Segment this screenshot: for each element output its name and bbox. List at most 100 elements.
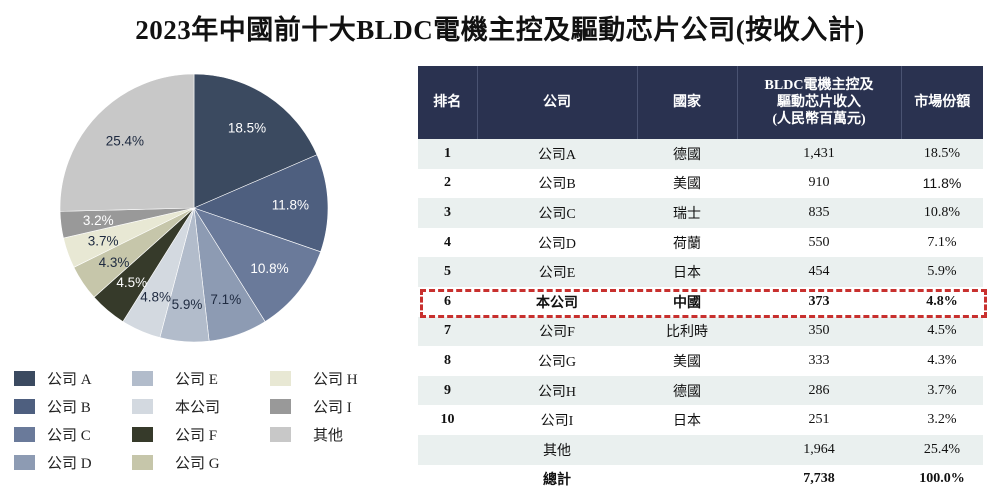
cell-share: 4.5% xyxy=(901,316,983,347)
cell-country: 荷蘭 xyxy=(673,236,701,252)
cell-share: 3.2% xyxy=(927,412,957,428)
cell-company: 本公司 xyxy=(536,295,578,311)
cell-rank: 2 xyxy=(444,175,451,191)
legend-swatch xyxy=(14,426,35,442)
cell-country: 美國 xyxy=(673,354,701,370)
table-header-row: 排名 公司 國家 BLDC電機主控及 驅動芯片收入 (人民幣百萬元) 市場份額 xyxy=(418,66,983,139)
pie-slice-label: 7.1% xyxy=(210,292,241,307)
cell-revenue: 333 xyxy=(808,352,830,368)
cell-revenue: 550 xyxy=(808,234,830,250)
cell-rank: 10 xyxy=(440,412,455,428)
legend-label: 公司 F xyxy=(175,427,218,444)
legend-item: 其他 xyxy=(270,424,343,444)
cell-revenue: 373 xyxy=(808,293,830,309)
cell-company: 總計 xyxy=(543,473,571,489)
table-row: 2 公司B 美國 910 11.8% xyxy=(418,169,983,199)
cell-share: 100.0% xyxy=(919,471,965,487)
cell-company: 公司G xyxy=(537,354,577,370)
cell-rank xyxy=(418,465,477,495)
legend-swatch xyxy=(270,426,291,442)
legend-item: 公司 B xyxy=(14,396,91,416)
legend-swatch xyxy=(132,426,153,442)
pie-slice-label: 4.3% xyxy=(99,255,130,270)
legend-swatch xyxy=(132,454,153,470)
legend-item: 公司 A xyxy=(14,368,92,388)
legend-label: 公司 G xyxy=(175,455,220,472)
legend-swatch xyxy=(270,370,291,386)
cell-rank: 7 xyxy=(418,316,477,347)
cell-company: 公司I xyxy=(540,414,574,430)
table-row: 8 公司G 美國 333 4.3% xyxy=(418,346,983,376)
pie-slice xyxy=(59,73,195,212)
table-row: 總計 7,738 100.0% xyxy=(418,465,983,495)
cell-company: 公司C xyxy=(477,198,637,228)
cell-company: 公司B xyxy=(538,177,576,193)
table-row: 6 本公司 中國 373 4.8% xyxy=(418,287,983,317)
table-row: 7 公司F 比利時 350 4.5% xyxy=(418,316,983,347)
cell-country: 德國 xyxy=(637,375,737,406)
cell-rank: 5 xyxy=(418,257,477,287)
legend-swatch xyxy=(14,370,35,386)
cell-country: 瑞士 xyxy=(637,198,737,228)
cell-share: 11.8% xyxy=(922,175,962,192)
pie-slice xyxy=(193,73,318,209)
legend-item: 本公司 xyxy=(132,396,220,416)
legend-label: 公司 H xyxy=(313,371,358,388)
pie-slice-label: 10.8% xyxy=(250,261,288,276)
cell-revenue: 1,431 xyxy=(737,139,901,169)
table-row: 9 公司H 德國 286 3.7% xyxy=(418,375,983,406)
cell-rank: 4 xyxy=(444,234,451,250)
cell-share: 5.9% xyxy=(901,257,983,287)
cell-revenue: 286 xyxy=(737,375,901,406)
pie-chart: 18.5% 11.8% 10.8% 7.1% 5.9% 4.8% 4.5% 4.3% 3.7% 3… xyxy=(56,70,332,346)
cell-company: 公司F xyxy=(477,316,637,347)
page-title: 2023年中國前十大BLDC電機主控及驅動芯片公司(按收入計) xyxy=(135,15,865,45)
revenue-ranking-table: 排名 公司 國家 BLDC電機主控及 驅動芯片收入 (人民幣百萬元) 市場份額 … xyxy=(418,66,983,494)
legend-label: 其他 xyxy=(313,427,344,444)
legend-swatch xyxy=(270,398,291,414)
table-row: 10 公司I 日本 251 3.2% xyxy=(418,405,983,435)
cell-rank xyxy=(418,434,477,465)
cell-company: 公司H xyxy=(477,375,637,406)
pie-slice-label: 5.9% xyxy=(172,297,203,312)
cell-revenue: 1,964 xyxy=(737,434,901,465)
pie-slice-label: 4.5% xyxy=(116,275,147,290)
cell-revenue: 350 xyxy=(737,316,901,347)
pie-slice-label: 3.7% xyxy=(88,233,119,248)
pie-slice-label: 11.8% xyxy=(272,197,309,212)
pie-slice-label: 18.5% xyxy=(228,120,266,135)
legend-item: 公司 C xyxy=(14,424,91,444)
cell-country: 德國 xyxy=(637,139,737,169)
pie-slice xyxy=(193,207,322,323)
cell-company: 公司A xyxy=(477,139,637,169)
cell-share: 18.5% xyxy=(901,139,983,169)
legend-swatch xyxy=(132,398,153,414)
cell-share: 3.7% xyxy=(901,375,983,406)
legend-item: 公司 I xyxy=(270,396,352,416)
cell-country xyxy=(637,434,737,465)
cell-rank: 9 xyxy=(418,375,477,406)
legend-label: 本公司 xyxy=(175,399,221,416)
cell-country: 中國 xyxy=(673,295,701,311)
cell-country: 比利時 xyxy=(637,316,737,347)
legend-swatch xyxy=(14,398,35,414)
cell-rank: 8 xyxy=(444,352,451,368)
legend-item: 公司 D xyxy=(14,452,92,472)
cell-revenue: 7,738 xyxy=(803,471,835,487)
legend-label: 公司 D xyxy=(47,455,92,472)
legend-item: 公司 H xyxy=(270,368,358,388)
legend-item: 公司 F xyxy=(132,424,217,444)
cell-share: 25.4% xyxy=(901,434,983,465)
pie-slice-label: 25.4% xyxy=(106,134,144,149)
pie-chart-svg: 18.5% 11.8% 10.8% 7.1% 5.9%4.8%4.5% 4.3% 3.7% 3… xyxy=(59,73,329,343)
cell-revenue: 910 xyxy=(808,175,830,191)
cell-rank: 6 xyxy=(444,293,451,309)
header-country: 國家 xyxy=(636,66,737,139)
cell-share: 10.8% xyxy=(901,198,983,228)
table-row: 5 公司E 日本 454 5.9% xyxy=(418,257,983,287)
cell-share: 4.3% xyxy=(927,352,957,368)
cell-rank: 3 xyxy=(418,198,477,228)
legend-swatch xyxy=(14,454,35,470)
header-market-share: 市場份額 xyxy=(900,66,983,139)
cell-share: 7.1% xyxy=(927,234,957,250)
